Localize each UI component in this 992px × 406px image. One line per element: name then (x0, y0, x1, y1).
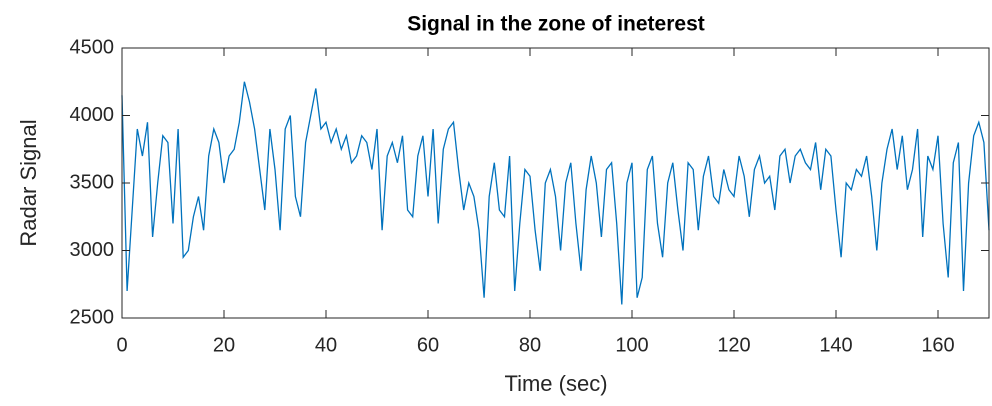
x-axis-label: Time (sec) (504, 371, 607, 396)
axes-box (121, 47, 990, 319)
y-tick-label: 4500 (70, 36, 115, 58)
x-tick-label: 80 (519, 334, 541, 356)
x-tick-label: 160 (921, 334, 954, 356)
x-tick-label: 0 (116, 334, 127, 356)
x-tick-label: 140 (819, 334, 852, 356)
y-tick-label: 4000 (70, 104, 115, 126)
y-tick-label: 3000 (70, 239, 115, 261)
x-tick-label: 40 (315, 334, 337, 356)
x-tick-label: 100 (615, 334, 648, 356)
x-tick-label: 120 (717, 334, 750, 356)
x-tick-label: 60 (417, 334, 439, 356)
y-tick-label: 3500 (70, 171, 115, 193)
x-tick-label: 20 (213, 334, 235, 356)
chart-title: Signal in the zone of ineterest (407, 13, 705, 36)
plot-area (122, 48, 989, 318)
y-axis-label: Radar Signal (16, 119, 41, 246)
signal-line (121, 81, 990, 305)
y-tick-label: 2500 (70, 306, 115, 328)
